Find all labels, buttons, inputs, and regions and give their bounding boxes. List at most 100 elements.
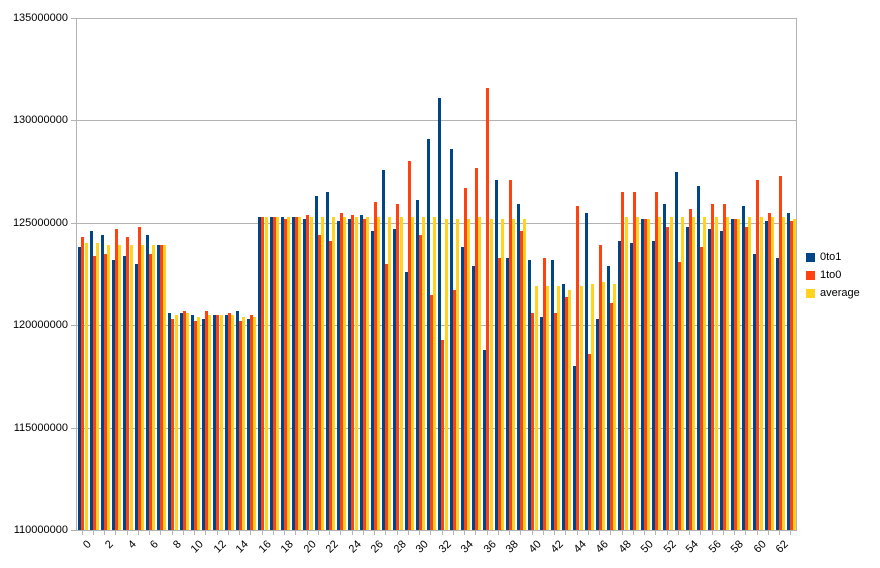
bar-0to1-3 bbox=[112, 259, 115, 530]
y-axis-tick bbox=[71, 223, 76, 224]
x-axis-tick bbox=[779, 531, 780, 535]
x-axis-tick bbox=[329, 531, 330, 535]
bar-0to1-22 bbox=[325, 192, 329, 530]
bar-average-36 bbox=[489, 218, 493, 530]
bar-average-5 bbox=[140, 245, 144, 530]
bar-0to1-46 bbox=[595, 319, 599, 530]
bar-average-16 bbox=[264, 216, 268, 530]
x-axis-tick bbox=[397, 531, 398, 535]
bar-1to0-33 bbox=[452, 290, 456, 530]
x-axis-tick bbox=[565, 531, 566, 535]
x-axis-tick bbox=[509, 531, 510, 535]
bar-average-0 bbox=[84, 243, 88, 530]
x-tick-label: 32 bbox=[436, 538, 454, 556]
bar-1to0-60 bbox=[756, 179, 760, 530]
bar-average-23 bbox=[343, 216, 347, 530]
bar-1to0-57 bbox=[722, 204, 726, 530]
x-axis-tick bbox=[385, 531, 386, 535]
bar-average-26 bbox=[377, 216, 380, 530]
x-tick-label: 42 bbox=[548, 538, 566, 556]
x-tick-label: 40 bbox=[526, 538, 544, 556]
bar-1to0-29 bbox=[407, 161, 411, 530]
bar-0to1-49 bbox=[629, 243, 633, 530]
x-axis-tick bbox=[757, 531, 758, 535]
bar-1to0-52 bbox=[666, 226, 670, 530]
x-axis-tick bbox=[667, 531, 668, 535]
x-axis-tick bbox=[172, 531, 173, 535]
bar-average-38 bbox=[512, 218, 515, 530]
bar-average-49 bbox=[635, 216, 639, 530]
y-tick-label: 120000000 bbox=[12, 319, 68, 331]
bar-0to1-19 bbox=[292, 216, 296, 530]
bar-1to0-8 bbox=[171, 319, 175, 530]
bar-average-43 bbox=[568, 290, 572, 530]
bar-1to0-45 bbox=[587, 353, 591, 530]
x-axis-tick bbox=[475, 531, 476, 535]
bar-average-3 bbox=[118, 245, 122, 530]
bar-0to1-29 bbox=[404, 272, 408, 530]
x-axis-tick bbox=[599, 531, 600, 535]
x-tick-label: 4 bbox=[125, 538, 139, 552]
x-tick-label: 2 bbox=[102, 538, 116, 552]
x-axis-tick bbox=[318, 531, 319, 535]
bar-average-54 bbox=[692, 216, 695, 530]
bar-1to0-42 bbox=[553, 312, 557, 530]
x-tick-label: 24 bbox=[346, 538, 364, 556]
x-tick-label: 60 bbox=[751, 538, 769, 556]
x-tick-label: 44 bbox=[571, 538, 589, 556]
bar-average-50 bbox=[647, 218, 650, 530]
x-axis-tick bbox=[408, 531, 409, 535]
bar-average-35 bbox=[478, 216, 482, 530]
bar-0to1-21 bbox=[314, 196, 318, 530]
legend-swatch-icon bbox=[806, 288, 815, 298]
bar-1to0-11 bbox=[205, 310, 209, 530]
bar-1to0-9 bbox=[182, 310, 186, 530]
x-axis-tick bbox=[82, 531, 83, 535]
bar-1to0-31 bbox=[430, 294, 434, 530]
bar-average-58 bbox=[737, 218, 740, 530]
bar-average-40 bbox=[534, 286, 538, 530]
x-axis-tick bbox=[633, 531, 634, 535]
bar-average-56 bbox=[714, 216, 718, 530]
x-axis-tick bbox=[205, 531, 206, 535]
bar-0to1-1 bbox=[89, 231, 93, 530]
bar-average-53 bbox=[680, 216, 684, 530]
bar-average-59 bbox=[748, 216, 752, 530]
y-axis-tick bbox=[71, 18, 76, 19]
bar-average-10 bbox=[197, 317, 200, 530]
bar-1to0-12 bbox=[216, 315, 220, 530]
x-axis-tick bbox=[363, 531, 364, 535]
x-axis-tick bbox=[734, 531, 735, 535]
bar-0to1-10 bbox=[190, 315, 194, 530]
x-tick-label: 16 bbox=[256, 538, 274, 556]
bar-0to1-50 bbox=[640, 218, 644, 530]
x-axis-tick bbox=[622, 531, 623, 535]
x-axis-tick bbox=[487, 531, 488, 535]
x-axis-tick bbox=[577, 531, 578, 535]
bar-0to1-43 bbox=[562, 284, 565, 530]
bar-0to1-54 bbox=[685, 226, 689, 530]
bar-0to1-0 bbox=[78, 247, 82, 530]
x-tick-label: 14 bbox=[233, 538, 251, 556]
bar-average-8 bbox=[174, 315, 178, 530]
x-tick-label: 28 bbox=[391, 538, 409, 556]
legend-label: 0to1 bbox=[820, 251, 842, 263]
bar-average-6 bbox=[152, 245, 155, 530]
x-axis-tick bbox=[352, 531, 353, 535]
x-axis-tick bbox=[239, 531, 240, 535]
bar-average-24 bbox=[354, 216, 358, 530]
bar-average-62 bbox=[782, 216, 785, 530]
bar-average-21 bbox=[320, 216, 324, 530]
legend-swatch-icon bbox=[806, 252, 815, 262]
x-tick-label: 58 bbox=[728, 538, 746, 556]
y-axis-tick bbox=[71, 428, 76, 429]
bar-1to0-38 bbox=[508, 179, 512, 530]
bar-average-46 bbox=[602, 282, 605, 530]
bar-0to1-30 bbox=[415, 200, 419, 530]
x-axis-tick bbox=[183, 531, 184, 535]
x-axis-line bbox=[76, 530, 797, 531]
bar-1to0-28 bbox=[396, 204, 400, 530]
bar-1to0-26 bbox=[373, 202, 377, 530]
bar-average-63 bbox=[793, 218, 797, 530]
bar-average-51 bbox=[658, 216, 662, 530]
